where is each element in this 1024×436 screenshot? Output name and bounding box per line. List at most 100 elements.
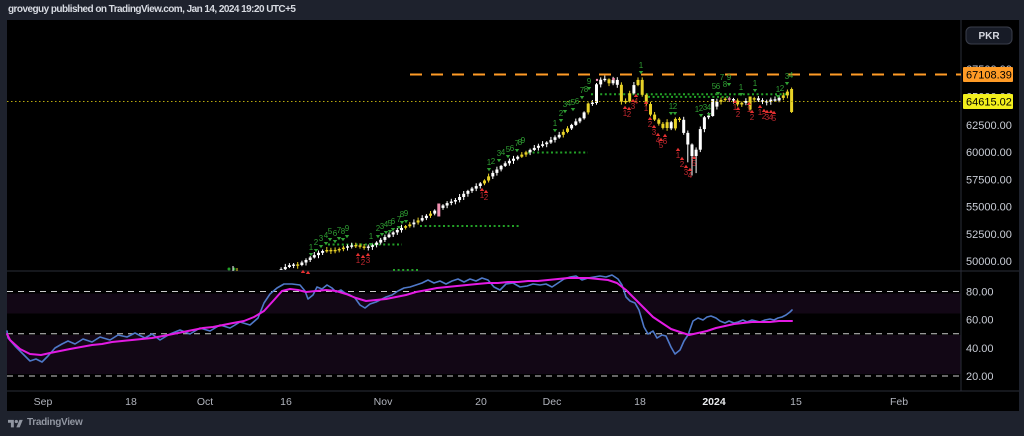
svg-text:1: 1 <box>747 105 752 114</box>
svg-text:5: 5 <box>571 98 576 107</box>
svg-text:4: 4 <box>656 136 661 145</box>
svg-text:3: 3 <box>563 100 568 109</box>
svg-text:1: 1 <box>776 85 781 94</box>
svg-text:5: 5 <box>712 82 717 91</box>
svg-text:2024: 2024 <box>702 396 726 408</box>
svg-text:3: 3 <box>380 222 385 231</box>
svg-text:7: 7 <box>337 226 342 235</box>
svg-text:Sep: Sep <box>34 396 53 408</box>
svg-text:4: 4 <box>501 148 506 157</box>
svg-text:5: 5 <box>659 141 664 150</box>
svg-text:5: 5 <box>506 145 511 154</box>
svg-text:3: 3 <box>765 113 770 122</box>
svg-text:3: 3 <box>684 168 689 177</box>
svg-text:2: 2 <box>491 157 496 166</box>
svg-text:6: 6 <box>575 97 580 106</box>
svg-text:67108.39: 67108.39 <box>966 70 1012 82</box>
svg-text:3: 3 <box>366 256 371 265</box>
svg-text:2: 2 <box>314 238 319 247</box>
svg-text:7: 7 <box>515 139 520 148</box>
svg-text:3: 3 <box>631 102 636 111</box>
svg-text:1: 1 <box>733 103 738 112</box>
svg-text:5: 5 <box>772 114 777 123</box>
svg-text:8: 8 <box>723 80 728 89</box>
svg-text:1: 1 <box>669 102 674 111</box>
svg-text:4: 4 <box>384 220 389 229</box>
svg-text:1: 1 <box>639 61 644 70</box>
svg-text:3: 3 <box>785 72 790 81</box>
svg-text:Oct: Oct <box>197 396 213 408</box>
svg-text:7: 7 <box>580 86 585 95</box>
svg-text:6: 6 <box>663 137 668 146</box>
svg-text:3: 3 <box>652 128 657 137</box>
svg-text:1: 1 <box>369 232 374 241</box>
svg-text:80.00: 80.00 <box>966 287 994 299</box>
svg-text:2: 2 <box>680 160 685 169</box>
svg-text:9: 9 <box>345 224 350 233</box>
svg-text:4: 4 <box>324 231 329 240</box>
svg-text:3: 3 <box>497 149 502 158</box>
svg-text:60.00: 60.00 <box>966 315 994 327</box>
svg-text:8: 8 <box>584 85 589 94</box>
svg-text:2: 2 <box>559 109 564 118</box>
svg-text:9: 9 <box>587 77 592 86</box>
svg-text:1: 1 <box>739 83 744 92</box>
svg-text:8: 8 <box>518 138 523 147</box>
svg-text:3: 3 <box>319 234 324 243</box>
svg-text:2: 2 <box>673 102 678 111</box>
svg-text:PKR: PKR <box>978 31 1000 42</box>
svg-text:2: 2 <box>484 193 489 202</box>
svg-text:Feb: Feb <box>890 396 908 408</box>
svg-text:1: 1 <box>487 158 492 167</box>
svg-text:40.00: 40.00 <box>966 343 994 355</box>
svg-text:5: 5 <box>388 219 393 228</box>
svg-text:20.00: 20.00 <box>966 371 994 383</box>
svg-text:50000.00: 50000.00 <box>966 256 1012 268</box>
svg-text:2: 2 <box>699 104 704 113</box>
svg-text:9: 9 <box>521 136 526 145</box>
svg-text:Nov: Nov <box>374 396 393 408</box>
svg-text:57500.00: 57500.00 <box>966 174 1012 186</box>
svg-text:5: 5 <box>328 227 333 236</box>
svg-text:1: 1 <box>356 256 361 265</box>
svg-text:60000.00: 60000.00 <box>966 147 1012 159</box>
svg-text:6: 6 <box>391 217 396 226</box>
svg-text:2: 2 <box>361 258 366 267</box>
svg-text:Dec: Dec <box>543 396 562 408</box>
svg-text:7: 7 <box>397 215 402 224</box>
svg-text:2: 2 <box>762 112 767 121</box>
svg-text:4: 4 <box>769 113 774 122</box>
svg-text:7: 7 <box>720 73 725 82</box>
svg-text:1: 1 <box>695 105 700 114</box>
svg-text:4: 4 <box>789 71 794 80</box>
svg-text:4: 4 <box>707 103 712 112</box>
svg-text:55000.00: 55000.00 <box>966 202 1012 214</box>
svg-text:1: 1 <box>758 108 763 117</box>
svg-text:2: 2 <box>736 110 741 119</box>
svg-text:6: 6 <box>716 82 721 91</box>
svg-text:9: 9 <box>404 209 409 218</box>
svg-text:4: 4 <box>634 97 639 106</box>
svg-text:1: 1 <box>676 151 681 160</box>
svg-text:18: 18 <box>634 396 646 408</box>
svg-text:15: 15 <box>790 396 802 408</box>
svg-text:1: 1 <box>753 79 758 88</box>
svg-text:2: 2 <box>648 120 653 129</box>
svg-text:8: 8 <box>400 210 405 219</box>
svg-text:52500.00: 52500.00 <box>966 229 1012 241</box>
svg-text:1: 1 <box>623 109 628 118</box>
svg-text:16: 16 <box>280 396 292 408</box>
svg-text:6: 6 <box>333 229 338 238</box>
svg-text:9: 9 <box>727 73 732 82</box>
svg-text:1: 1 <box>309 243 314 252</box>
svg-text:8: 8 <box>341 227 346 236</box>
svg-text:2: 2 <box>750 113 755 122</box>
svg-text:6: 6 <box>510 144 515 153</box>
svg-text:1: 1 <box>644 104 649 113</box>
svg-text:1: 1 <box>480 191 485 200</box>
svg-text:20: 20 <box>475 396 487 408</box>
svg-text:18: 18 <box>125 396 137 408</box>
svg-text:2: 2 <box>376 224 381 233</box>
svg-text:4: 4 <box>688 171 693 180</box>
svg-text:4: 4 <box>567 99 572 108</box>
